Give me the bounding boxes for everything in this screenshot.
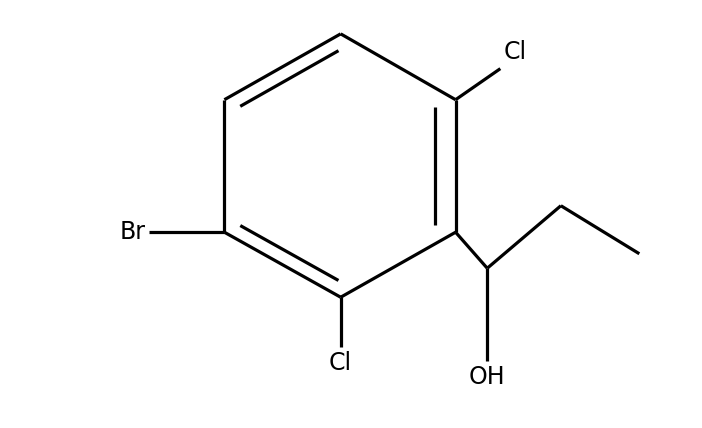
Text: OH: OH <box>469 365 505 389</box>
Text: Cl: Cl <box>504 40 527 64</box>
Text: Cl: Cl <box>329 351 352 375</box>
Text: Br: Br <box>119 220 145 244</box>
